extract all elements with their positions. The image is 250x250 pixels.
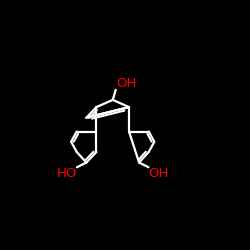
- Text: OH: OH: [116, 77, 136, 90]
- Text: HO: HO: [56, 167, 77, 180]
- Text: OH: OH: [148, 167, 169, 180]
